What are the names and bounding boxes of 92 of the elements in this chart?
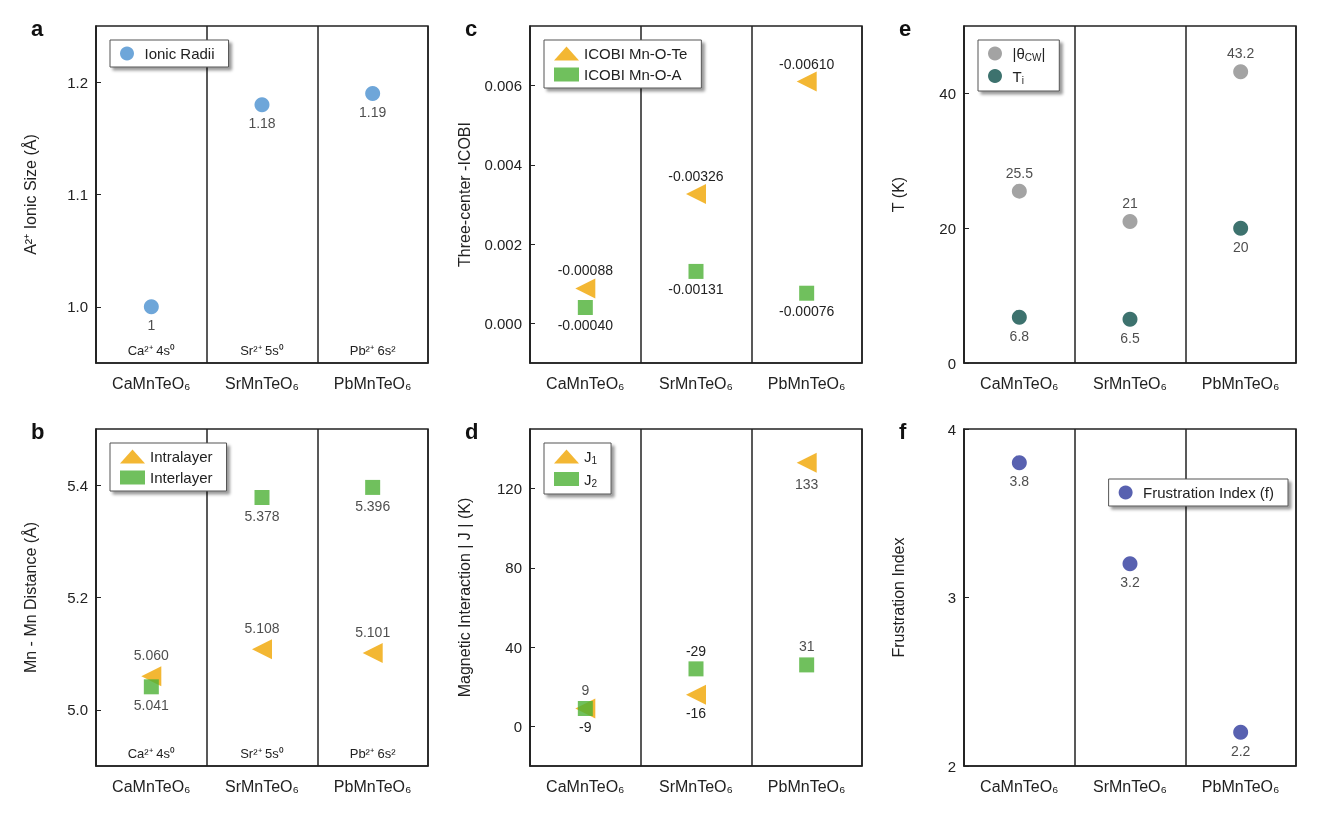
x-tick-label: PbMnTeO₆ bbox=[1201, 777, 1280, 795]
data-label: 9 bbox=[581, 682, 590, 699]
x-tick-label: PbMnTeO₆ bbox=[333, 374, 412, 392]
y-axis-title: Frustration Index bbox=[889, 537, 907, 658]
x-tick-label: PbMnTeO₆ bbox=[767, 374, 846, 392]
x-tick-label: PbMnTeO₆ bbox=[767, 777, 846, 795]
y-tick-label: 5.0 bbox=[67, 701, 88, 719]
y-axis-title: T (K) bbox=[889, 176, 907, 213]
annotation: -0.00076 bbox=[779, 303, 835, 320]
y-tick-label: 0 bbox=[513, 717, 522, 735]
y-tick-label: 2 bbox=[947, 757, 956, 775]
annotation: -29 bbox=[685, 642, 707, 659]
x-tick-label: SrMnTeO₆ bbox=[658, 777, 734, 795]
annotation: -0.00131 bbox=[668, 281, 724, 298]
data-label: 133 bbox=[794, 475, 819, 492]
y-tick-label: 120 bbox=[496, 479, 522, 497]
y-axis-title: Mn - Mn Distance (Å) bbox=[20, 521, 39, 674]
annotation: -0.00040 bbox=[557, 317, 614, 334]
chart-title: c bbox=[465, 15, 478, 41]
y-tick-label: 4 bbox=[947, 420, 956, 438]
legend-label: ICOBI Mn-O-Te bbox=[584, 45, 688, 62]
y-tick-label: 1.0 bbox=[67, 298, 88, 316]
x-tick-label: SrMnTeO₆ bbox=[224, 374, 300, 392]
x-tick-label: CaMnTeO₆ bbox=[112, 374, 191, 392]
data-label: 20 bbox=[1232, 238, 1249, 255]
data-label: 1.18 bbox=[248, 115, 276, 132]
annotation: Sr²⁺ 5s⁰ bbox=[240, 746, 284, 761]
annotation: -0.00088 bbox=[557, 262, 614, 279]
y-tick-label: 1.1 bbox=[67, 186, 88, 203]
annotation: Pb²⁺ 6s² bbox=[349, 343, 397, 358]
chart-title: f bbox=[899, 418, 907, 444]
y-tick-label: 40 bbox=[505, 638, 522, 656]
y-tick-label: 0.002 bbox=[484, 235, 522, 253]
chart-title: e bbox=[899, 15, 912, 41]
x-tick-label: CaMnTeO₆ bbox=[980, 777, 1059, 795]
data-label: 3.8 bbox=[1009, 473, 1030, 490]
annotation: -0.00326 bbox=[668, 168, 724, 185]
x-tick-label: SrMnTeO₆ bbox=[1092, 777, 1168, 795]
chart-title: b bbox=[31, 418, 45, 444]
data-label: 1 bbox=[147, 317, 156, 334]
legend-label: Frustration Index (f) bbox=[1143, 484, 1275, 501]
data-label: 5.378 bbox=[244, 508, 280, 525]
legend-label: Ionic Radii bbox=[144, 45, 215, 62]
x-tick-label: CaMnTeO₆ bbox=[112, 777, 191, 795]
data-label: 31 bbox=[798, 638, 815, 655]
x-tick-label: CaMnTeO₆ bbox=[546, 374, 625, 392]
legend-label: Interlayer bbox=[150, 469, 213, 486]
annotation: Pb²⁺ 6s² bbox=[349, 746, 397, 761]
chart-title: d bbox=[465, 418, 479, 444]
y-axis-title: Three-center -ICOBI bbox=[455, 122, 473, 267]
data-label: 5.396 bbox=[355, 497, 391, 514]
y-tick-label: 80 bbox=[505, 559, 522, 577]
y-tick-label: 5.2 bbox=[67, 589, 88, 606]
data-label: 6.8 bbox=[1009, 327, 1030, 344]
x-tick-label: CaMnTeO₆ bbox=[980, 374, 1059, 392]
legend-label: Intralayer bbox=[150, 448, 213, 465]
data-label: 5.060 bbox=[133, 647, 170, 664]
y-tick-label: 3 bbox=[947, 589, 956, 606]
y-tick-label: 1.2 bbox=[67, 73, 88, 91]
x-tick-label: SrMnTeO₆ bbox=[1092, 374, 1168, 392]
data-label: 21 bbox=[1122, 194, 1138, 211]
annotation: Ca²⁺ 4s⁰ bbox=[127, 746, 175, 761]
data-label: 5.101 bbox=[355, 624, 391, 641]
data-label: 2.2 bbox=[1230, 742, 1251, 759]
data-label: 1.19 bbox=[359, 103, 387, 120]
x-tick-label: SrMnTeO₆ bbox=[658, 374, 734, 392]
x-tick-label: SrMnTeO₆ bbox=[224, 777, 300, 795]
data-label: 43.2 bbox=[1227, 45, 1255, 62]
annotation: Sr²⁺ 5s⁰ bbox=[240, 343, 284, 358]
y-axis-title: A²⁺ Ionic Size (Å) bbox=[20, 134, 39, 255]
x-tick-label: PbMnTeO₆ bbox=[1201, 374, 1280, 392]
y-tick-label: 5.4 bbox=[67, 476, 88, 494]
annotation: -9 bbox=[579, 718, 592, 735]
data-label: 5.041 bbox=[133, 697, 170, 714]
y-tick-label: 0.004 bbox=[484, 156, 522, 174]
x-tick-label: PbMnTeO₆ bbox=[333, 777, 412, 795]
annotation: -0.00610 bbox=[779, 55, 835, 72]
y-tick-label: 40 bbox=[939, 84, 956, 102]
data-label: 3.2 bbox=[1120, 574, 1140, 591]
data-label: 6.5 bbox=[1120, 329, 1140, 346]
x-tick-label: CaMnTeO₆ bbox=[546, 777, 625, 795]
annotation: -16 bbox=[685, 704, 707, 721]
chart-title: a bbox=[31, 15, 44, 41]
y-tick-label: 0 bbox=[947, 354, 956, 372]
annotation: Ca²⁺ 4s⁰ bbox=[127, 343, 175, 358]
y-tick-label: 0.006 bbox=[484, 76, 522, 94]
y-tick-label: 0.000 bbox=[484, 314, 522, 332]
data-label: 5.108 bbox=[244, 620, 280, 637]
legend-label: ICOBI Mn-O-A bbox=[584, 66, 682, 83]
data-label: 25.5 bbox=[1005, 164, 1034, 181]
y-tick-label: 20 bbox=[939, 219, 956, 237]
y-axis-title: Magnetic Interaction | J | (K) bbox=[455, 497, 473, 698]
